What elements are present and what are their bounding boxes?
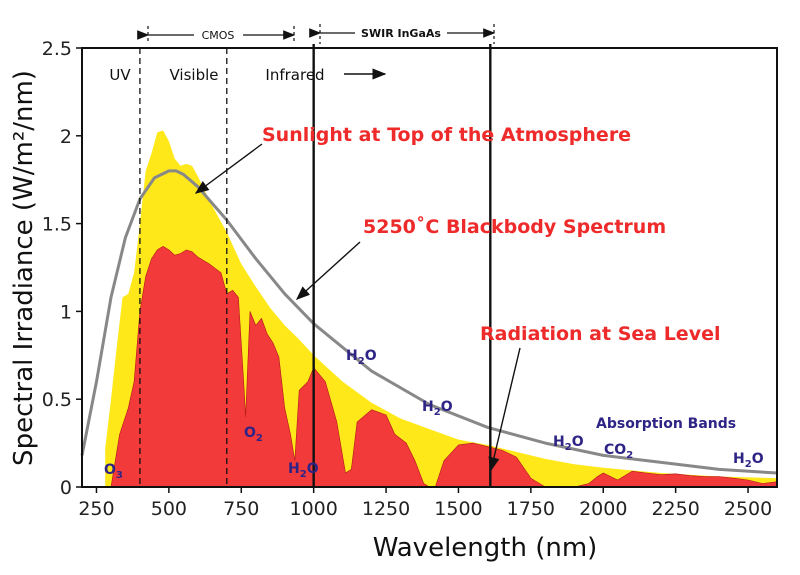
- x-tick-label: 500: [151, 498, 187, 520]
- series-sea-level-area: [110, 246, 778, 488]
- x-tick-label: 1250: [362, 498, 410, 520]
- y-tick-label: 2.5: [42, 38, 72, 60]
- x-tick-label: 750: [223, 498, 259, 520]
- molecule-co2: CO2: [604, 442, 633, 461]
- x-tick-label: 1750: [507, 498, 555, 520]
- x-tick-label: 2000: [579, 498, 627, 520]
- cmos-bracket: CMOS: [137, 26, 296, 44]
- series-blackbody-line: [80, 169, 778, 475]
- blackbody-arrow: [295, 241, 361, 300]
- x-tick-label: 250: [78, 498, 114, 520]
- toa-label: Sunlight at Top of the Atmosphere: [262, 124, 631, 146]
- region-label-uv: UV: [109, 66, 131, 84]
- vertical-lines: [139, 44, 492, 487]
- y-tick-label: 0: [60, 477, 72, 499]
- axis-ticks: 250 500 750 1000 1250 1500 1750 2000 2250 2500 0 0.…: [42, 38, 772, 520]
- swir-label: SWIR InGaAs: [361, 27, 441, 40]
- y-tick-label: 2: [60, 126, 72, 148]
- absorption-bands-label: Absorption Bands: [596, 416, 736, 432]
- region-label-infrared: Infrared: [265, 66, 324, 84]
- plot-frame: [81, 47, 778, 488]
- sea-level-label: Radiation at Sea Level: [480, 323, 720, 345]
- y-axis-title: Spectral Irradiance (W/m²/nm): [9, 70, 39, 466]
- molecule-h2o-1400: H2O: [422, 399, 453, 418]
- toa-arrow: [194, 143, 263, 194]
- plot-border: [81, 47, 778, 488]
- molecule-o3: O3: [104, 462, 123, 481]
- swir-bracket: SWIR InGaAs: [309, 24, 496, 44]
- x-tick-label: 2250: [651, 498, 699, 520]
- plot-areas: [80, 130, 778, 488]
- molecule-h2o-1900: H2O: [553, 434, 584, 453]
- y-tick-label: 1.5: [42, 214, 72, 236]
- molecule-h2o-2500: H2O: [733, 451, 764, 470]
- sea-level-arrow: [488, 347, 521, 472]
- blackbody-label: 5250˚C Blackbody Spectrum: [363, 215, 666, 238]
- molecule-h2o-1130: H2O: [346, 348, 377, 367]
- x-tick-label: 1500: [434, 498, 482, 520]
- y-tick-label: 0.5: [42, 389, 72, 411]
- region-label-visible: Visible: [170, 66, 219, 84]
- cmos-label: CMOS: [202, 29, 235, 42]
- molecule-h2o-940: H2O: [288, 461, 319, 480]
- molecule-o2: O2: [244, 425, 263, 444]
- x-tick-label: 2500: [724, 498, 772, 520]
- y-tick-label: 1: [60, 301, 72, 323]
- x-axis-title: Wavelength (nm): [373, 533, 598, 563]
- x-tick-label: 1000: [289, 498, 337, 520]
